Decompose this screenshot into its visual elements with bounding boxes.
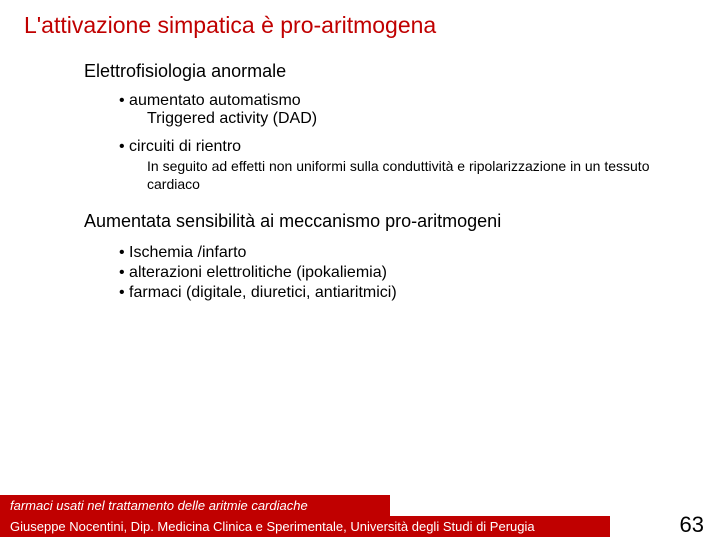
section2-heading: Aumentata sensibilità ai meccanismo pro-… bbox=[84, 211, 696, 232]
bullet-sub: Triggered activity (DAD) bbox=[147, 110, 696, 128]
slide-title: L'attivazione simpatica è pro-aritmogena bbox=[24, 12, 696, 39]
section1-heading: Elettrofisiologia anormale bbox=[84, 61, 696, 82]
footer-author: Giuseppe Nocentini, Dip. Medicina Clinic… bbox=[0, 516, 610, 537]
list-item: • Ischemia /infarto bbox=[119, 244, 696, 262]
list-item: • alterazioni elettrolitiche (ipokaliemi… bbox=[119, 264, 696, 282]
bullet-automatismo: • aumentato automatismo Triggered activi… bbox=[119, 92, 696, 128]
list-item: • farmaci (digitale, diuretici, antiarit… bbox=[119, 284, 696, 302]
page-number: 63 bbox=[680, 512, 704, 538]
section2-bullets: • Ischemia /infarto • alterazioni elettr… bbox=[119, 244, 696, 302]
bullet-rientro: • circuiti di rientro In seguito ad effe… bbox=[119, 138, 696, 193]
bullet-text: • aumentato automatismo bbox=[119, 92, 696, 110]
slide-container: L'attivazione simpatica è pro-aritmogena… bbox=[0, 0, 720, 540]
bullet-explain: In seguito ad effetti non uniformi sulla… bbox=[147, 158, 696, 193]
footer: farmaci usati nel trattamento delle arit… bbox=[0, 495, 720, 540]
footer-topic: farmaci usati nel trattamento delle arit… bbox=[0, 495, 390, 516]
bullet-text: • circuiti di rientro bbox=[119, 138, 696, 156]
